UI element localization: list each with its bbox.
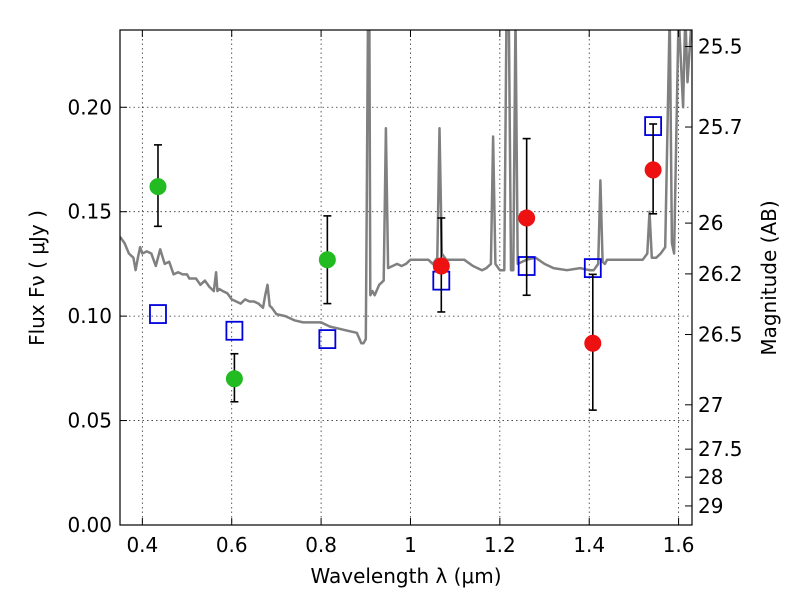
data-point xyxy=(225,370,243,388)
x-tick-label: 1 xyxy=(404,533,417,557)
tick-layer: 0.4 0.6 0.8 1 1.2 1.4 1.6 0.00 0.05 0.10 0.15 0.20 2… xyxy=(67,30,743,557)
y-tick-label: 0.05 xyxy=(67,409,112,433)
plot-frame xyxy=(119,29,693,526)
data-point xyxy=(644,161,662,179)
x-axis-label: Wavelength λ (μm) xyxy=(310,564,501,588)
right-tick-label: 29 xyxy=(698,494,723,518)
x-tick-label: 0.6 xyxy=(216,533,248,557)
x-tick-label: 1.6 xyxy=(663,533,695,557)
right-tick-label: 25.7 xyxy=(698,115,743,139)
data-point xyxy=(518,209,536,227)
data-point xyxy=(318,251,336,269)
data-layer xyxy=(120,30,692,411)
right-tick-label: 26.5 xyxy=(698,323,743,347)
x-tick-label: 0.4 xyxy=(126,533,158,557)
model-flux-square xyxy=(225,320,244,341)
model-flux-square xyxy=(149,304,167,324)
x-tick-label: 1.2 xyxy=(484,533,516,557)
x-tick-label: 1.4 xyxy=(573,533,605,557)
right-tick-label: 27 xyxy=(698,393,723,417)
right-tick-label: 27.5 xyxy=(698,437,743,461)
data-point xyxy=(584,334,602,352)
y-axis-label: Flux Fν ( μJy ) xyxy=(25,210,49,346)
right-tick-label: 28 xyxy=(698,465,723,489)
grid-layer xyxy=(120,30,692,526)
data-point xyxy=(432,257,450,275)
y-tick-label: 0.00 xyxy=(67,513,112,537)
right-tick-label: 25.5 xyxy=(698,35,743,59)
right-tick-label: 26.2 xyxy=(698,262,743,286)
y-tick-label: 0.20 xyxy=(67,95,112,119)
model-flux-square xyxy=(318,329,337,350)
y-tick-label: 0.15 xyxy=(67,200,112,224)
x-tick-label: 0.8 xyxy=(305,533,337,557)
right-axis-label: Magnitude (AB) xyxy=(757,200,781,355)
model-spectrum-line xyxy=(120,30,692,345)
right-tick-label: 26 xyxy=(698,211,723,235)
data-point xyxy=(149,178,167,196)
y-tick-label: 0.10 xyxy=(67,304,112,328)
